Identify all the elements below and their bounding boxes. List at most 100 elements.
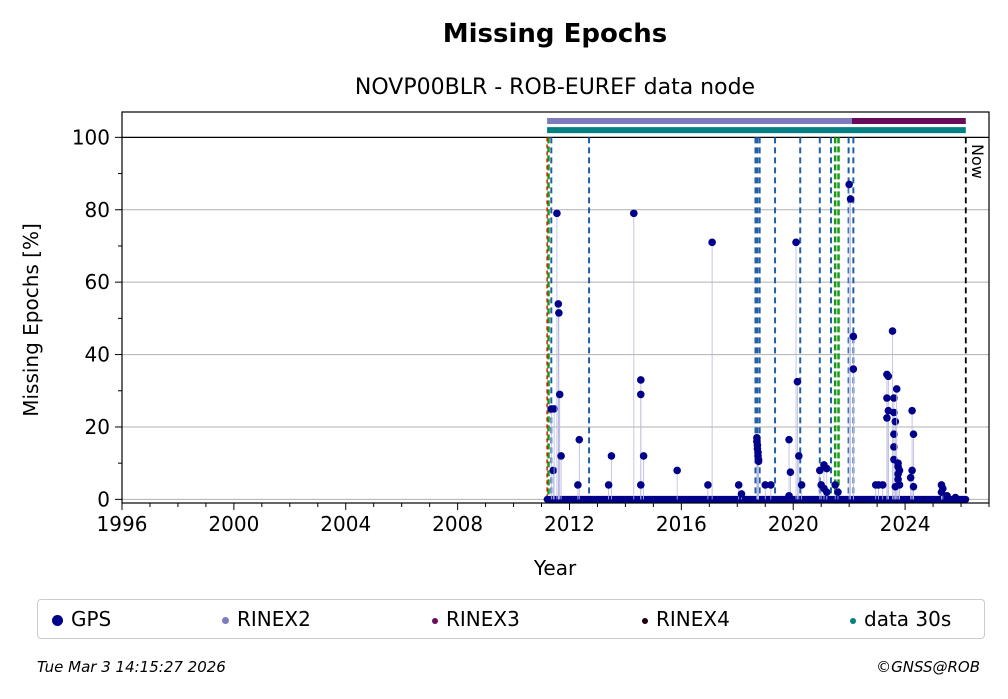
gps-point-7 — [557, 452, 565, 460]
gps-point-35 — [792, 238, 800, 247]
gps-point-62 — [891, 417, 900, 426]
legend-item-rinex3: RINEX3 — [432, 608, 520, 630]
x-tick-label-2000: 2000 — [208, 512, 259, 536]
footer-copyright: ©GNSS@ROB — [876, 658, 980, 676]
x-tick-label-2004: 2004 — [320, 512, 371, 536]
gps-point-46 — [834, 488, 842, 496]
y-axis-label: Missing Epochs [%] — [19, 223, 43, 417]
y-tick-label-20: 20 — [85, 415, 110, 439]
gps-point-59 — [888, 327, 897, 335]
gps-point-37 — [795, 452, 803, 460]
y-tick-label-80: 80 — [85, 198, 110, 222]
gps-point-55 — [884, 372, 893, 381]
x-axis-label: Year — [533, 556, 577, 580]
gps-point-16 — [637, 481, 645, 489]
gps-point-48 — [846, 195, 855, 203]
gps-point-34 — [785, 491, 793, 500]
gps-point-58 — [883, 414, 891, 422]
gps-point-53 — [878, 481, 887, 489]
y-tick-label-0: 0 — [97, 487, 110, 511]
gps-point-2 — [550, 405, 558, 413]
y-tick-label-100: 100 — [72, 125, 110, 149]
gps-point-13 — [637, 376, 645, 384]
gps-point-33 — [786, 468, 795, 477]
legend-marker-rinex3 — [432, 617, 438, 624]
gps-point-83 — [951, 493, 960, 502]
legend-marker-gps — [52, 615, 63, 626]
legend: GPS RINEX2 RINEX3 RINEX4 data 30s — [37, 599, 985, 639]
gps-point-78 — [909, 482, 918, 491]
axis-layer: 1996 2000 2004 2008 2012 2016 2020 2024 0 20 40 60 8… — [72, 125, 990, 536]
legend-label-rinex2: RINEX2 — [237, 607, 311, 631]
legend-marker-rinex2 — [222, 617, 229, 624]
gps-point-41 — [822, 464, 831, 473]
gps-point-29 — [754, 457, 763, 466]
legend-label-gps: GPS — [71, 607, 112, 631]
gps-point-61 — [890, 408, 898, 417]
legend-item-data-30s: data 30s — [850, 608, 951, 630]
gps-point-70 — [894, 470, 902, 478]
gps-point-8 — [575, 435, 584, 444]
gps-point-10 — [607, 452, 616, 460]
gps-point-30 — [761, 481, 770, 489]
x-tick-label-2016: 2016 — [656, 512, 707, 536]
chart-title: Missing Epochs — [443, 19, 667, 49]
gps-point-14 — [637, 390, 645, 399]
gps-point-50 — [849, 365, 858, 373]
x-tick-label-2024: 2024 — [880, 512, 931, 536]
gps-point-39 — [815, 466, 824, 475]
gps-point-60 — [890, 394, 898, 402]
gps-point-31 — [767, 481, 775, 489]
gps-point-3 — [553, 209, 561, 218]
chart-subtitle: NOVP00BLR - ROB-EUREF data node — [355, 75, 755, 100]
legend-item-gps: GPS — [52, 608, 111, 630]
gps-point-1 — [549, 466, 558, 475]
gps-point-66 — [892, 385, 901, 393]
gps-point-12 — [630, 209, 638, 218]
gps-point-17 — [673, 466, 681, 475]
gps-point-32 — [785, 435, 793, 444]
gps-point-36 — [793, 377, 802, 386]
gps-point-81 — [937, 488, 946, 496]
gps-point-63 — [890, 430, 898, 439]
gps-point-75 — [909, 430, 918, 439]
gps-point-74 — [908, 406, 916, 415]
legend-label-data-30s: data 30s — [864, 607, 952, 631]
gps-point-82 — [943, 491, 951, 500]
gps-point-9 — [574, 481, 582, 489]
gps-point-49 — [849, 332, 858, 341]
x-tick-label-2008: 2008 — [432, 512, 483, 536]
legend-item-rinex2: RINEX2 — [222, 608, 311, 630]
gps-point-6 — [555, 390, 564, 399]
gps-point-76 — [908, 466, 916, 475]
grid-layer — [122, 136, 989, 500]
gps-point-20 — [734, 481, 743, 489]
footer-timestamp: Tue Mar 3 14:15:27 2026 — [37, 658, 226, 676]
gps-point-11 — [604, 481, 613, 489]
gps-point-4 — [554, 300, 563, 308]
legend-marker-rinex4 — [642, 617, 648, 624]
gps-point-5 — [555, 309, 563, 317]
gps-point-21 — [737, 490, 746, 498]
x-tick-label-2012: 2012 — [544, 512, 595, 536]
gps-point-38 — [797, 481, 806, 489]
legend-label-rinex4: RINEX4 — [656, 607, 730, 631]
background-lines: Now — [546, 137, 987, 503]
gps-point-56 — [883, 394, 891, 402]
plot-frame — [121, 111, 990, 504]
gps-point-64 — [890, 443, 898, 451]
gps-point-73 — [891, 482, 900, 491]
now-label: Now — [968, 144, 987, 179]
x-tick-label-1996: 1996 — [97, 512, 148, 536]
gps-point-18 — [704, 481, 712, 489]
legend-item-rinex4: RINEX4 — [642, 608, 730, 630]
gps-point-19 — [708, 238, 716, 247]
y-tick-label-60: 60 — [85, 270, 110, 294]
gps-point-15 — [639, 452, 648, 460]
gps-point-44 — [822, 488, 831, 496]
legend-label-rinex3: RINEX3 — [446, 607, 520, 631]
gps-point-47 — [845, 180, 853, 189]
y-tick-label-40: 40 — [85, 343, 110, 367]
legend-marker-data-30s — [850, 617, 856, 624]
